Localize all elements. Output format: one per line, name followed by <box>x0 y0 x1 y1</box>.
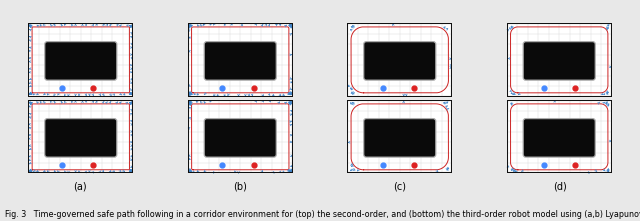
FancyBboxPatch shape <box>204 118 277 158</box>
Text: Fig. 3   Time-governed safe path following in a corridor environment for (top) t: Fig. 3 Time-governed safe path following… <box>5 210 640 219</box>
FancyBboxPatch shape <box>363 41 436 81</box>
FancyBboxPatch shape <box>45 119 116 156</box>
FancyBboxPatch shape <box>45 42 116 80</box>
FancyBboxPatch shape <box>44 118 117 158</box>
FancyBboxPatch shape <box>524 42 595 80</box>
FancyBboxPatch shape <box>364 119 435 156</box>
Text: (a): (a) <box>73 181 87 191</box>
FancyBboxPatch shape <box>523 41 596 81</box>
FancyBboxPatch shape <box>205 42 276 80</box>
Text: (d): (d) <box>553 181 567 191</box>
Text: (b): (b) <box>233 181 247 191</box>
FancyBboxPatch shape <box>523 118 596 158</box>
FancyBboxPatch shape <box>524 119 595 156</box>
FancyBboxPatch shape <box>363 118 436 158</box>
FancyBboxPatch shape <box>205 119 276 156</box>
FancyBboxPatch shape <box>204 41 277 81</box>
Text: (c): (c) <box>394 181 406 191</box>
FancyBboxPatch shape <box>44 41 117 81</box>
FancyBboxPatch shape <box>364 42 435 80</box>
